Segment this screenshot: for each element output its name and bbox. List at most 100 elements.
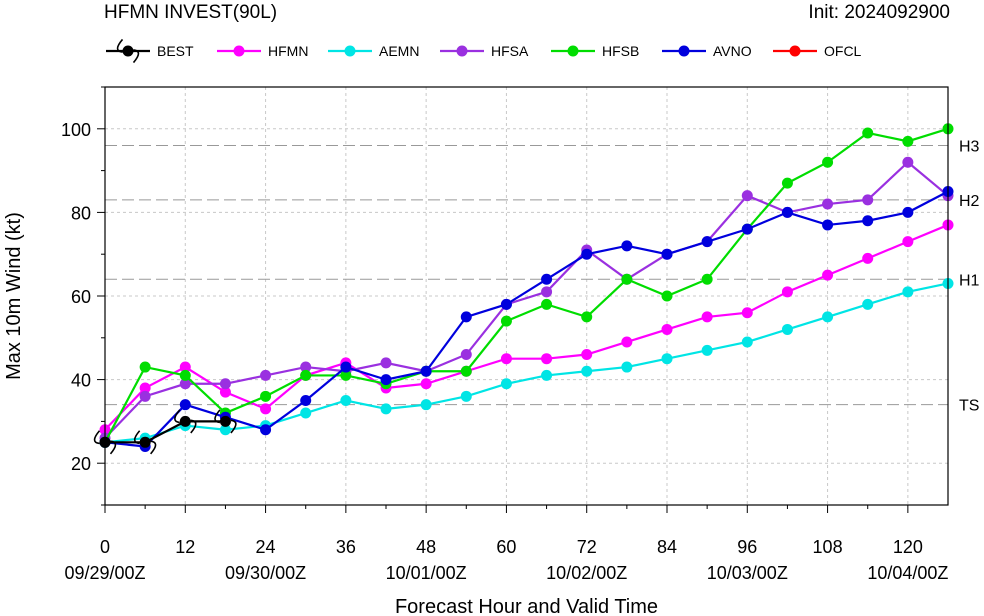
data-point xyxy=(581,349,593,361)
data-point xyxy=(260,424,272,436)
legend-item-aemn: AEMN xyxy=(328,43,419,59)
data-point xyxy=(902,206,914,218)
x-tick-label: 96 xyxy=(737,537,757,557)
x-tick-label: 12 xyxy=(175,537,195,557)
storm-symbol xyxy=(116,38,140,64)
series-line xyxy=(104,282,949,444)
threshold-label: H3 xyxy=(959,139,980,156)
data-point xyxy=(139,390,151,402)
data-point xyxy=(862,127,874,139)
legend-label: AEMN xyxy=(379,43,419,59)
data-point xyxy=(661,323,673,335)
series-layer xyxy=(93,123,954,455)
data-point xyxy=(822,198,834,210)
series-line xyxy=(104,160,949,439)
data-point xyxy=(701,311,713,323)
data-point xyxy=(822,219,834,231)
data-point xyxy=(621,273,633,285)
data-point xyxy=(701,344,713,356)
data-point xyxy=(741,223,753,235)
data-point xyxy=(139,382,151,394)
data-point xyxy=(460,365,472,377)
series-line xyxy=(104,127,949,443)
data-point xyxy=(219,386,231,398)
axes: 0 12 24 36 48 60 72 84 96 108 120 09/29/00Z 09/30/00… xyxy=(61,86,948,583)
x-tick-label: 72 xyxy=(577,537,597,557)
x-date-label: 09/29/00Z xyxy=(64,563,145,583)
legend-item-avno: AVNO xyxy=(662,43,752,59)
data-point xyxy=(380,403,392,415)
legend-item-hfmn: HFMN xyxy=(217,43,308,59)
data-point xyxy=(420,399,432,411)
data-point xyxy=(781,206,793,218)
data-point xyxy=(661,248,673,260)
data-point xyxy=(300,361,312,373)
storm-symbol xyxy=(133,430,157,455)
y-tick-label: 80 xyxy=(71,203,91,223)
y-tick-label: 20 xyxy=(71,454,91,474)
data-point xyxy=(781,323,793,335)
series-best xyxy=(93,409,237,455)
legend-item-ofcl: OFCL xyxy=(773,43,862,59)
data-point xyxy=(701,273,713,285)
legend: BEST HFMN AEMN HFSA HFSB AVNO OFCL xyxy=(106,38,862,64)
x-tick-label: 0 xyxy=(100,537,110,557)
data-point xyxy=(179,378,191,390)
x-date-label: 10/03/00Z xyxy=(707,563,788,583)
data-point xyxy=(862,215,874,227)
data-point xyxy=(340,395,352,406)
series-line xyxy=(104,223,949,431)
data-point xyxy=(661,290,673,302)
legend-label: HFSA xyxy=(491,43,529,59)
x-tick-label: 84 xyxy=(657,537,677,557)
data-point xyxy=(500,353,512,365)
series-hfsb xyxy=(99,123,954,448)
data-point xyxy=(541,273,553,285)
data-point xyxy=(541,369,553,381)
data-point xyxy=(581,248,593,260)
data-point xyxy=(500,378,512,390)
data-point xyxy=(661,353,673,365)
data-point xyxy=(862,298,874,310)
y-axis-label: Max 10m Wind (kt) xyxy=(3,212,25,380)
x-tick-label: 24 xyxy=(256,537,276,557)
data-point xyxy=(541,286,553,298)
data-point xyxy=(781,286,793,298)
data-point xyxy=(541,298,553,310)
data-point xyxy=(902,286,914,298)
data-point xyxy=(701,236,713,248)
x-date-label: 10/01/00Z xyxy=(386,563,467,583)
x-axis-label: Forecast Hour and Valid Time xyxy=(395,596,658,616)
legend-label: AVNO xyxy=(713,43,752,59)
data-point xyxy=(300,407,312,419)
data-point xyxy=(621,361,633,373)
data-point xyxy=(420,365,432,377)
storm-symbol xyxy=(174,409,197,434)
data-point xyxy=(260,403,272,415)
data-point xyxy=(781,177,793,189)
series-aemn xyxy=(99,277,954,448)
legend-label: BEST xyxy=(157,43,194,59)
data-point xyxy=(621,336,633,348)
series-hfmn xyxy=(99,219,954,436)
legend-label: HFMN xyxy=(268,43,308,59)
legend-item-best: BEST xyxy=(106,38,194,64)
data-point xyxy=(380,357,392,369)
legend-label: OFCL xyxy=(824,43,862,59)
data-point xyxy=(741,336,753,348)
data-point xyxy=(862,252,874,264)
data-point xyxy=(902,135,914,147)
series-line xyxy=(105,420,226,444)
threshold-label: TS xyxy=(959,398,979,415)
data-point xyxy=(380,374,392,386)
data-point xyxy=(260,390,272,402)
x-tick-label: 108 xyxy=(813,537,843,557)
data-point xyxy=(741,307,753,319)
threshold-label: H2 xyxy=(959,193,980,210)
data-point xyxy=(621,240,633,252)
data-point xyxy=(541,353,553,365)
data-point xyxy=(460,311,472,323)
data-point xyxy=(581,365,593,377)
x-tick-label: 60 xyxy=(496,537,516,557)
y-tick-label: 40 xyxy=(71,371,91,391)
